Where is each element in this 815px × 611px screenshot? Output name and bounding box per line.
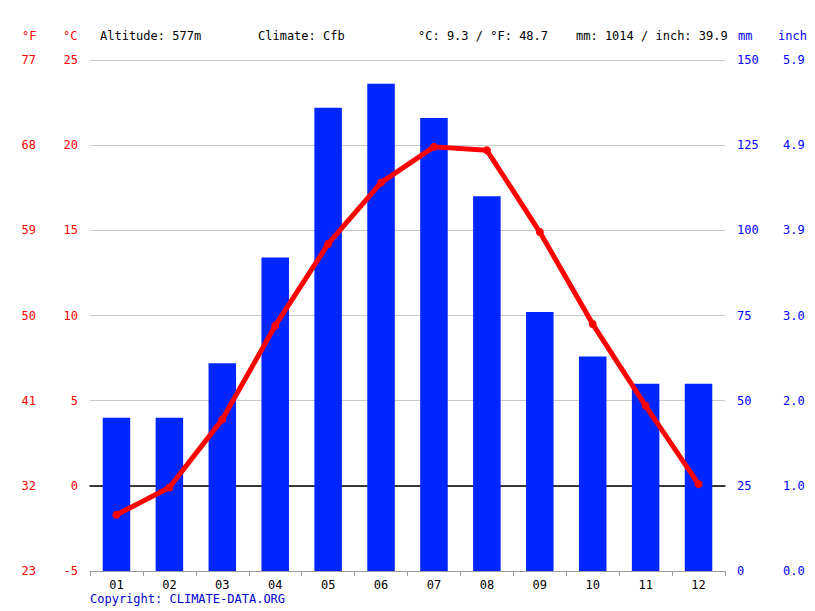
- svg-text:°C: °C: [63, 29, 77, 43]
- svg-text:11: 11: [638, 578, 652, 592]
- svg-text:mm: 1014 / inch: 39.9: mm: 1014 / inch: 39.9: [576, 29, 728, 43]
- svg-text:09: 09: [533, 578, 547, 592]
- svg-text:0: 0: [737, 564, 744, 578]
- svg-text:01: 01: [109, 578, 123, 592]
- svg-text:10: 10: [585, 578, 599, 592]
- svg-text:50: 50: [737, 394, 751, 408]
- svg-text:Climate: Cfb: Climate: Cfb: [258, 29, 345, 43]
- svg-text:06: 06: [374, 578, 388, 592]
- svg-text:25: 25: [737, 479, 751, 493]
- svg-text:23: 23: [22, 564, 36, 578]
- svg-text:0: 0: [71, 479, 78, 493]
- svg-text:3.0: 3.0: [783, 309, 805, 323]
- svg-text:15: 15: [64, 223, 78, 237]
- svg-text:inch: inch: [778, 29, 807, 43]
- svg-text:125: 125: [737, 138, 759, 152]
- svg-text:32: 32: [22, 479, 36, 493]
- svg-text:Copyright: CLIMATE-DATA.ORG: Copyright: CLIMATE-DATA.ORG: [90, 592, 285, 606]
- svg-text:04: 04: [268, 578, 282, 592]
- svg-text:05: 05: [321, 578, 335, 592]
- svg-text:5: 5: [71, 394, 78, 408]
- svg-text:41: 41: [22, 394, 36, 408]
- svg-text:4.9: 4.9: [783, 138, 805, 152]
- svg-text:0.0: 0.0: [783, 564, 805, 578]
- svg-text:25: 25: [64, 53, 78, 67]
- svg-text:Altitude: 577m: Altitude: 577m: [100, 29, 201, 43]
- svg-text:10: 10: [64, 309, 78, 323]
- svg-text:100: 100: [737, 223, 759, 237]
- svg-text:68: 68: [22, 138, 36, 152]
- svg-text:°F: °F: [22, 29, 36, 43]
- svg-text:5.9: 5.9: [783, 53, 805, 67]
- svg-text:03: 03: [215, 578, 229, 592]
- svg-text:-5: -5: [64, 564, 78, 578]
- svg-text:77: 77: [22, 53, 36, 67]
- svg-text:08: 08: [480, 578, 494, 592]
- svg-text:°C: 9.3 / °F: 48.7: °C: 9.3 / °F: 48.7: [418, 29, 548, 43]
- svg-text:mm: mm: [738, 29, 752, 43]
- svg-text:2.0: 2.0: [783, 394, 805, 408]
- svg-text:3.9: 3.9: [783, 223, 805, 237]
- svg-text:02: 02: [162, 578, 176, 592]
- svg-text:1.0: 1.0: [783, 479, 805, 493]
- svg-text:12: 12: [691, 578, 705, 592]
- svg-text:59: 59: [22, 223, 36, 237]
- svg-text:20: 20: [64, 138, 78, 152]
- svg-text:07: 07: [427, 578, 441, 592]
- svg-text:75: 75: [737, 309, 751, 323]
- svg-text:150: 150: [737, 53, 759, 67]
- svg-text:50: 50: [22, 309, 36, 323]
